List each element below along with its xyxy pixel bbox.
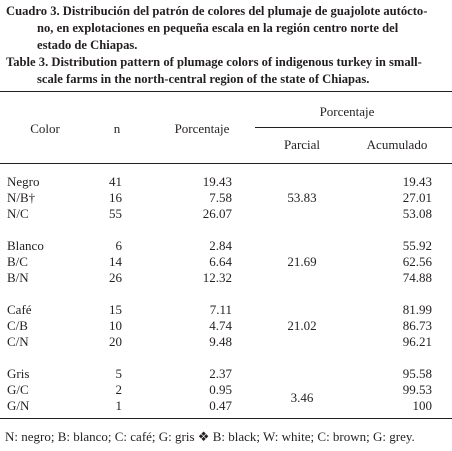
n-cell: 26 <box>109 270 122 285</box>
rule <box>0 91 452 92</box>
n-cell: 1 <box>115 398 123 413</box>
percent-cell: 2.84 <box>209 238 232 253</box>
header: Acumulado <box>366 137 428 152</box>
caption-en: Table 3. Distribution pattern of plumage… <box>6 55 422 69</box>
cumulative-cell: 53.08 <box>402 206 432 221</box>
percent-cell: 7.11 <box>209 302 232 317</box>
n-cell: 2 <box>115 382 123 397</box>
cumulative-cell: 55.92 <box>402 238 432 253</box>
n-cell: 14 <box>109 254 122 269</box>
percent-cell: 7.58 <box>209 190 232 205</box>
cumulative-cell: 100 <box>412 398 433 413</box>
percent-cell: 26.07 <box>202 206 232 221</box>
rule <box>0 163 452 164</box>
n-cell: 5 <box>115 366 123 381</box>
color-cell: C/N <box>7 334 29 349</box>
rule <box>0 418 452 419</box>
caption-es: no, en explotaciones en pequeña escala e… <box>37 21 399 35</box>
percent-cell: 0.47 <box>209 398 232 413</box>
color-cell: C/B <box>7 318 28 333</box>
partial-cell: 3.46 <box>290 390 314 405</box>
percent-cell: 2.37 <box>209 366 232 381</box>
percent-cell: 0.95 <box>209 382 232 397</box>
n-cell: 16 <box>109 190 122 205</box>
header: Porcentaje <box>174 121 230 136</box>
partial-cell: 21.02 <box>287 318 317 333</box>
cumulative-cell: 19.43 <box>402 174 432 189</box>
n-cell: 6 <box>115 238 123 253</box>
n-cell: 55 <box>109 206 122 221</box>
color-cell: B/N <box>7 270 29 285</box>
header: Parcial <box>283 137 321 152</box>
cumulative-cell: 74.88 <box>402 270 432 285</box>
partial-cell: 21.69 <box>287 254 317 269</box>
cumulative-cell: 95.58 <box>402 366 432 381</box>
n-cell: 41 <box>109 174 122 189</box>
footnote: N: negro; B: blanco; C: café; G: gris ❖ … <box>5 429 415 444</box>
color-cell: Negro <box>7 174 40 189</box>
cumulative-cell: 86.73 <box>402 318 432 333</box>
cumulative-cell: 99.53 <box>402 382 432 397</box>
caption-es: Cuadro 3. Distribución del patrón de col… <box>6 4 428 18</box>
color-cell: Blanco <box>7 238 44 253</box>
cumulative-cell: 27.01 <box>402 190 432 205</box>
caption-es: estado de Chiapas. <box>37 38 138 52</box>
partial-cell: 53.83 <box>287 190 317 205</box>
color-cell: Gris <box>7 366 30 381</box>
header: n <box>113 121 121 136</box>
color-cell: G/N <box>7 398 30 413</box>
color-cell: N/C <box>7 206 29 221</box>
percent-cell: 19.43 <box>202 174 232 189</box>
cumulative-cell: 62.56 <box>402 254 432 269</box>
n-cell: 10 <box>109 318 122 333</box>
n-cell: 15 <box>109 302 122 317</box>
header: Color <box>30 121 60 136</box>
percent-cell: 12.32 <box>202 270 232 285</box>
color-cell: B/C <box>7 254 28 269</box>
color-cell: Café <box>7 302 32 317</box>
percent-cell: 6.64 <box>209 254 232 269</box>
color-cell: N/B† <box>7 190 36 205</box>
caption-en: scale farms in the north-central region … <box>37 72 370 86</box>
cumulative-cell: 96.21 <box>402 334 432 349</box>
cumulative-cell: 81.99 <box>402 302 432 317</box>
color-cell: G/C <box>7 382 29 397</box>
percent-cell: 4.74 <box>209 318 232 333</box>
n-cell: 20 <box>109 334 122 349</box>
percent-cell: 9.48 <box>209 334 232 349</box>
rule <box>255 127 452 128</box>
header: Porcentaje <box>319 104 375 119</box>
